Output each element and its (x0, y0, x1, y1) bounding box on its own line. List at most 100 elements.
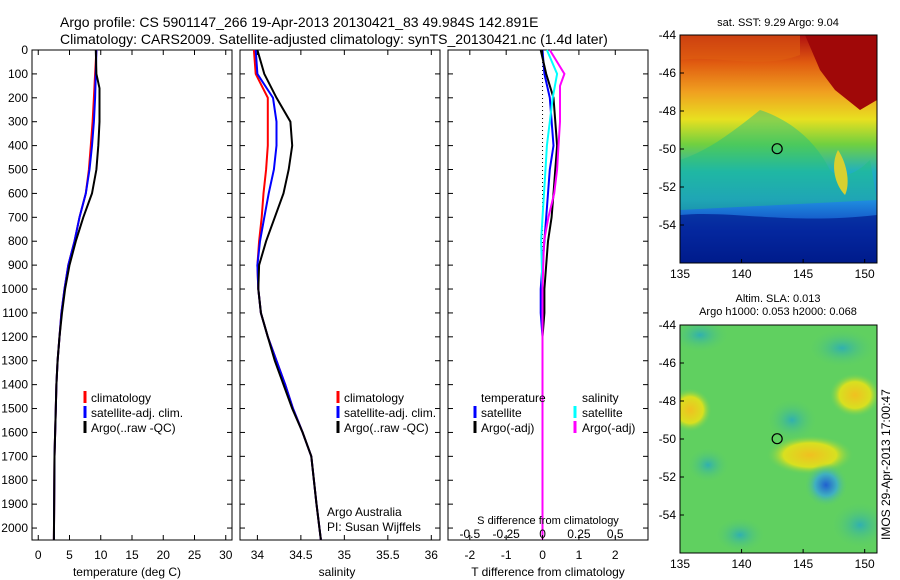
y-tick-label: 100 (8, 67, 28, 81)
x-tick-label: -1 (501, 548, 512, 562)
map-y-tick-label: -48 (659, 104, 677, 118)
x-tick-label-salinity: 0.25 (567, 527, 591, 541)
x-tick-label: 0 (539, 548, 546, 562)
sst-cold-region (680, 213, 877, 263)
y-tick-label: 1000 (1, 282, 28, 296)
map-y-tick-label: -52 (659, 180, 677, 194)
legend-label-sal-satellite: satellite (582, 406, 623, 420)
series-line (252, 49, 322, 541)
y-tick-label: 900 (8, 258, 28, 272)
x-tick-label-salinity: 0 (539, 527, 546, 541)
x-tick-label: 36 (425, 548, 439, 562)
credit-line1: Argo Australia (327, 505, 402, 519)
x-tick-label: -2 (464, 548, 475, 562)
x-tick-label: 1 (576, 548, 583, 562)
legend-label-climatology: climatology (91, 391, 151, 405)
temperature-xlabel: temperature (deg C) (73, 565, 181, 579)
x-tick-label: 15 (125, 548, 139, 562)
sla-feature (829, 373, 877, 417)
legend-title-salinity: salinity (582, 391, 619, 405)
header-line2: Climatology: CARS2009. Satellite-adjuste… (60, 31, 608, 47)
sst-map-title: sat. SST: 9.29 Argo: 9.04 (717, 17, 839, 29)
x-tick-label: 30 (219, 548, 233, 562)
s-difference-label: S difference from climatology (477, 515, 619, 527)
map-y-tick-label: -44 (659, 318, 677, 332)
credit-line2: PI: Susan Wijffels (327, 520, 421, 534)
x-tick-label: 35.5 (376, 548, 400, 562)
map-y-tick-label: -44 (659, 28, 677, 42)
map-x-tick-label: 145 (793, 557, 813, 571)
sst-map-image (680, 35, 877, 263)
y-tick-label: 1900 (1, 497, 28, 511)
y-tick-label: 1300 (1, 354, 28, 368)
map-x-tick-label: 135 (670, 557, 690, 571)
y-tick-label: 1800 (1, 473, 28, 487)
difference-panel-frame (447, 49, 649, 541)
y-tick-label: 1600 (1, 425, 28, 439)
sla-map-axes: 135 140 145 150 -44 -46 -48 -50 -52 -54 (659, 318, 875, 571)
y-tick-label: 2000 (1, 521, 28, 535)
map-y-tick-label: -54 (659, 508, 677, 522)
sla-feature (807, 328, 877, 368)
legend-title-temperature: temperature (481, 391, 546, 405)
x-tick-label-salinity: -0.5 (459, 527, 480, 541)
x-tick-label: 35 (338, 548, 352, 562)
y-tick-label: 1100 (2, 306, 28, 320)
x-tick-label: 5 (66, 548, 73, 562)
legend-label-argo: Argo(..raw -QC) (91, 421, 176, 435)
map-x-tick-label: 140 (732, 267, 752, 281)
temperature-plot: 0 5 10 15 20 25 300100200300400500600700800900… (1, 43, 232, 562)
legend-label-temp-argo: Argo(-adj) (481, 421, 534, 435)
series-line (541, 49, 566, 540)
t-difference-xlabel: T difference from climatology (471, 565, 625, 579)
map-y-tick-label: -50 (659, 142, 677, 156)
salinity-plot: 34 34.5 35 35.5 36 (240, 49, 440, 562)
sst-orange-region (680, 35, 800, 62)
map-x-tick-label: 145 (793, 267, 813, 281)
x-tick-label: 0 (35, 548, 42, 562)
map-x-tick-label: 135 (670, 267, 690, 281)
sla-feature (804, 463, 848, 507)
map-y-tick-label: -54 (659, 218, 677, 232)
sst-map-axes: 135 140 145 150 -44 -46 -48 -50 -52 -54 (659, 28, 875, 281)
sla-feature (830, 501, 877, 549)
y-tick-label: 300 (8, 115, 28, 129)
y-tick-label: 600 (8, 186, 28, 200)
x-tick-label-salinity: -0.25 (493, 527, 521, 541)
legend-label-satellite: satellite-adj. clim. (91, 406, 183, 420)
difference-legend: temperature satellite Argo(-adj) salinit… (473, 391, 635, 435)
map-x-tick-label: 140 (732, 557, 752, 571)
sla-feature (714, 517, 766, 553)
series-line (52, 49, 98, 541)
map-y-tick-label: -46 (659, 356, 677, 370)
imos-timestamp: IMOS 29-Apr-2013 17:00:47 (879, 389, 893, 540)
y-tick-label: 1200 (1, 330, 28, 344)
temperature-legend: climatology satellite-adj. clim. Argo(..… (83, 391, 183, 435)
map-x-tick-label: 150 (855, 557, 875, 571)
legend-label-climatology: climatology (344, 391, 404, 405)
x-tick-label: 2 (612, 548, 619, 562)
sla-feature (686, 447, 730, 483)
series-line (256, 49, 322, 541)
map-y-tick-label: -50 (659, 432, 677, 446)
salinity-legend: climatology satellite-adj. clim. Argo(..… (327, 391, 436, 534)
sst-green-tongue (680, 110, 877, 210)
map-y-tick-label: -48 (659, 394, 677, 408)
salinity-panel-frame (239, 49, 441, 541)
y-tick-label: 800 (8, 234, 28, 248)
map-x-tick-label: 150 (855, 267, 875, 281)
y-tick-label: 700 (8, 210, 28, 224)
y-tick-label: 200 (8, 91, 28, 105)
sla-feature (680, 388, 712, 432)
x-tick-label: 10 (94, 548, 108, 562)
sla-map-image (680, 325, 877, 553)
map-y-tick-label: -46 (659, 66, 677, 80)
legend-label-satellite: satellite-adj. clim. (344, 406, 436, 420)
y-tick-label: 1500 (1, 402, 28, 416)
difference-plot: -2 -1 0 1 2 -0.5 -0.25 0 0.25 0.5 (448, 49, 648, 562)
y-tick-label: 1700 (1, 449, 28, 463)
salinity-xlabel: salinity (319, 565, 356, 579)
sla-map-title2: Argo h1000: 0.053 h2000: 0.068 (699, 306, 857, 318)
x-tick-label: 25 (188, 548, 202, 562)
